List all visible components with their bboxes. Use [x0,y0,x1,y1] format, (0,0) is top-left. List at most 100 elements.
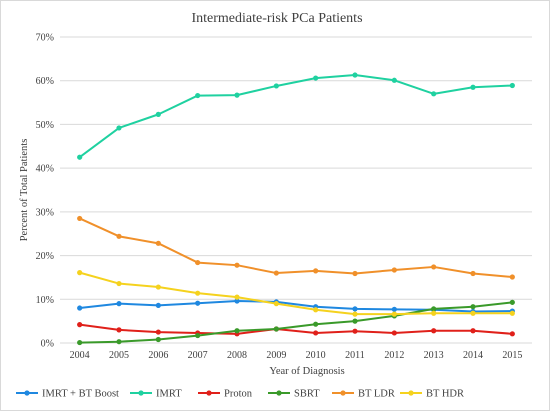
data-point [391,330,397,336]
data-point [155,302,161,309]
legend-item: BT LDR [332,389,395,400]
data-point [470,310,476,316]
data-point [509,331,515,337]
series-2 [77,322,515,337]
data-point [116,233,122,239]
data-point [77,305,83,311]
x-tick-label: 2006 [148,350,168,361]
data-point [431,310,437,316]
data-point [234,262,240,268]
data-point [313,307,319,313]
x-tick-label: 2014 [463,350,483,361]
legend-marker [276,390,282,396]
data-point [313,75,319,81]
series-5 [77,270,515,317]
x-tick-label: 2010 [306,350,326,361]
data-point [313,268,319,274]
data-point [155,336,161,343]
x-axis-label: Year of Diagnosis [269,366,344,377]
data-point [77,215,83,222]
data-point [470,304,476,310]
data-point [234,298,240,304]
legend-label: BT HDR [426,389,464,400]
x-tick-label: 2013 [424,350,444,361]
data-point [273,270,279,276]
y-tick-label: 50% [36,120,54,131]
x-tick-label: 2008 [227,350,247,361]
legend-label: Proton [224,389,253,400]
x-tick-label: 2011 [345,350,365,361]
data-point [116,301,122,307]
data-point [195,259,201,266]
x-tick-label: 2007 [188,350,208,361]
data-point [470,270,476,277]
grid-lines [60,36,532,344]
series-line [79,323,513,335]
series-line [79,300,513,313]
legend-label: IMRT [156,389,182,400]
legend-marker [408,390,414,396]
data-point [116,339,122,345]
data-point [234,92,240,98]
data-point [195,300,201,306]
legend-item: IMRT + BT Boost [16,389,119,400]
data-point [116,125,122,131]
series-1 [77,72,515,160]
data-point [352,270,358,277]
data-point [273,301,279,307]
data-point [509,82,515,89]
data-point [352,72,358,78]
legend-label: IMRT + BT Boost [42,389,119,400]
legend-item: IMRT [130,389,182,400]
y-axis-label: Percent of Total Patients [19,139,30,242]
x-tick-label: 2012 [384,350,404,361]
data-point [509,310,515,316]
series-line [79,74,513,159]
data-point [77,270,83,276]
data-point [391,311,397,317]
data-point [509,274,515,280]
data-point [431,328,437,334]
legend-marker [206,390,212,396]
x-tick-label: 2005 [109,350,129,361]
data-point [195,290,201,296]
data-point [431,306,437,312]
x-tick-label: 2009 [266,350,286,361]
data-point [273,326,279,332]
y-tick-labels: 0% 10% 20% 30% 40% 50% 60% 70% [36,33,54,350]
data-point [234,328,240,334]
data-point [234,294,240,300]
legend-item: BT HDR [400,389,464,400]
series-line [79,217,513,278]
legend-item: SBRT [268,389,320,400]
y-tick-label: 30% [36,207,54,218]
legend-marker [24,390,30,396]
data-point [77,339,83,346]
y-tick-label: 70% [36,33,54,44]
data-point [313,330,319,336]
y-tick-label: 60% [36,76,54,87]
data-point [431,91,437,97]
data-point [116,280,122,287]
data-point [155,329,161,335]
y-tick-label: 40% [36,164,54,175]
data-point [509,299,515,305]
data-point [352,311,358,317]
legend: IMRT + BT Boost IMRT Proton SBRT BT LDR BT HD… [16,389,464,400]
data-point [77,322,83,328]
data-point [391,267,397,273]
series-line [79,271,513,316]
data-point [391,77,397,83]
data-point [470,328,476,334]
y-tick-label: 20% [36,251,54,262]
data-point [77,154,83,160]
legend-marker [340,390,346,396]
x-tick-label: 2004 [70,350,90,361]
data-point [352,328,358,334]
y-tick-label: 0% [41,339,54,350]
x-tick-label: 2015 [502,350,522,361]
legend-item: Proton [198,389,253,400]
data-point [195,332,201,339]
data-point [195,92,201,99]
